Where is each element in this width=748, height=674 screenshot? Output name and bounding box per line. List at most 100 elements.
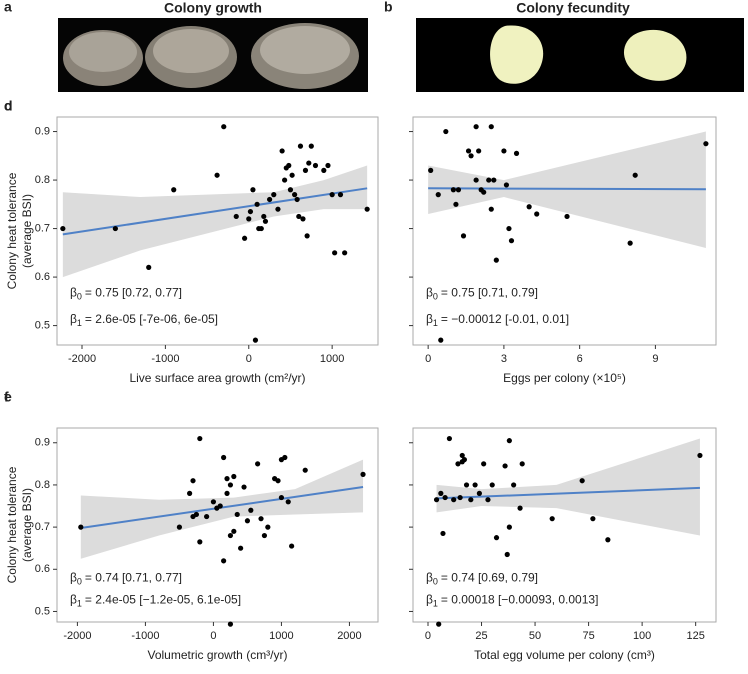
- data-point: [457, 494, 463, 501]
- coefficient-subscript: 1: [77, 599, 82, 609]
- data-point: [364, 206, 370, 212]
- confidence-band: [436, 438, 700, 536]
- data-point: [187, 490, 193, 496]
- coefficient-subscript: 0: [77, 577, 82, 587]
- data-point: [443, 128, 449, 135]
- data-point: [549, 516, 555, 522]
- data-point: [217, 503, 223, 509]
- data-point: [519, 461, 525, 467]
- data-point: [258, 225, 264, 232]
- coefficient-symbol: β: [426, 286, 433, 300]
- data-point: [325, 162, 331, 169]
- data-point: [455, 187, 462, 193]
- data-point: [564, 213, 570, 220]
- data-point: [697, 452, 703, 459]
- coefficient-subscript: 1: [433, 599, 438, 609]
- y-tick-label: 0.7: [35, 222, 50, 234]
- data-point: [481, 189, 487, 195]
- egg-photo: [416, 18, 744, 92]
- data-point: [221, 124, 227, 130]
- data-point: [244, 518, 251, 524]
- y-tick-label: 0.7: [35, 521, 50, 533]
- data-point: [463, 482, 470, 488]
- x-tick-label: -2000: [68, 353, 96, 365]
- data-point: [473, 177, 479, 183]
- data-point: [176, 524, 183, 530]
- data-point: [246, 216, 252, 222]
- data-point: [304, 233, 310, 239]
- x-axis-label: Volumetric growth (cm³/yr): [147, 648, 287, 662]
- x-axis-label: Live surface area growth (cm²/yr): [129, 371, 305, 385]
- data-point: [210, 499, 217, 505]
- coefficient-symbol: β: [426, 571, 433, 585]
- data-point: [221, 454, 227, 461]
- x-tick-label: 0: [246, 353, 252, 365]
- data-point: [252, 337, 259, 343]
- data-point: [461, 457, 467, 463]
- data-point: [506, 524, 512, 530]
- coefficient-subscript: 1: [77, 318, 82, 328]
- data-point: [360, 471, 366, 477]
- x-tick-label: 1000: [320, 353, 344, 365]
- coefficient-annotation: β1 = 2.6e-05 [-7e-06, 6e-05]: [70, 312, 218, 328]
- data-point: [238, 545, 244, 551]
- data-point: [342, 250, 348, 256]
- data-point: [436, 621, 442, 627]
- panel-title: Colony growth: [164, 0, 262, 16]
- coefficient-text: = 0.74 [0.69, 0.79]: [441, 571, 538, 585]
- data-point: [227, 621, 234, 627]
- data-point: [627, 240, 633, 246]
- data-point: [472, 482, 478, 488]
- data-point: [511, 482, 517, 488]
- data-point: [279, 148, 285, 154]
- coefficient-symbol: β: [426, 312, 433, 326]
- x-tick-label: 125: [686, 630, 704, 642]
- x-tick-label: 3: [501, 353, 507, 365]
- data-point: [329, 192, 335, 198]
- panel-letter: e: [4, 389, 12, 405]
- data-point: [306, 160, 312, 166]
- x-tick-label: 0: [425, 353, 431, 365]
- data-point: [241, 484, 247, 490]
- data-point: [300, 216, 306, 222]
- data-point: [197, 539, 203, 545]
- data-point: [296, 213, 302, 220]
- y-tick-label: 0.9: [35, 125, 50, 137]
- coefficient-symbol: β: [70, 593, 77, 607]
- data-point: [254, 201, 260, 207]
- data-point: [579, 478, 585, 484]
- y-axis-label: Colony heat tolerance: [5, 466, 19, 583]
- y-axis-label: (average BSI): [20, 488, 34, 562]
- coefficient-text: = −0.00012 [-0.01, 0.01]: [441, 312, 569, 326]
- data-point: [221, 558, 227, 564]
- coefficient-subscript: 0: [433, 577, 438, 587]
- data-point: [294, 196, 300, 203]
- data-point: [247, 208, 254, 215]
- data-point: [60, 225, 66, 232]
- data-point: [451, 497, 457, 503]
- coefficient-subscript: 0: [77, 292, 82, 302]
- x-tick-label: 25: [475, 630, 487, 642]
- data-point: [504, 551, 510, 558]
- data-point: [261, 213, 267, 220]
- coefficient-symbol: β: [70, 286, 77, 300]
- data-point: [435, 192, 441, 198]
- data-point: [605, 537, 611, 543]
- data-point: [508, 238, 515, 244]
- data-point: [227, 532, 234, 539]
- data-point: [302, 467, 308, 473]
- data-point: [312, 162, 319, 169]
- data-point: [493, 535, 500, 541]
- x-tick-label: 6: [577, 353, 583, 365]
- y-axis-label: Colony heat tolerance: [5, 172, 19, 289]
- data-point: [275, 478, 281, 484]
- data-point: [193, 511, 200, 518]
- coefficient-text: = 2.4e-05 [−1.2e-05, 6.1e-05]: [85, 593, 241, 607]
- data-point: [473, 124, 479, 130]
- y-tick-label: 0.5: [35, 605, 50, 617]
- data-point: [493, 257, 499, 263]
- coral-photo: [58, 18, 368, 92]
- data-point: [503, 182, 510, 188]
- x-tick-label: 75: [582, 630, 594, 642]
